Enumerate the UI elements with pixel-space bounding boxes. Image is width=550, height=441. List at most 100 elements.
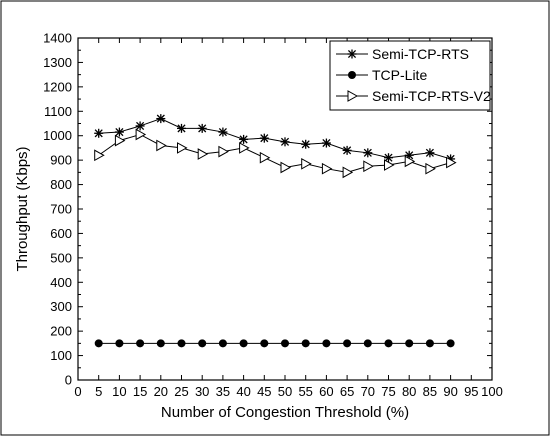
- y-tick-label: 1200: [43, 79, 72, 94]
- x-tick-label: 20: [154, 384, 168, 399]
- circle-marker: [156, 339, 165, 348]
- y-tick-label: 1000: [43, 128, 72, 143]
- legend-item: Semi-TCP-RTS: [336, 46, 469, 62]
- star-stroke: [198, 124, 207, 133]
- x-tick-label: 5: [95, 384, 102, 399]
- triangle-marker: [259, 151, 271, 164]
- x-tick-label: 65: [340, 384, 354, 399]
- star-stroke: [280, 137, 290, 146]
- circle-marker: [363, 339, 372, 348]
- x-tick-label: 40: [236, 384, 250, 399]
- x-tick-label: 35: [216, 384, 230, 399]
- star-stroke: [343, 146, 352, 155]
- star-stroke: [239, 135, 248, 144]
- star-marker: [156, 114, 166, 124]
- legend: Semi-TCP-RTS TCP-Lite Semi-TCP-RTS-V2: [329, 40, 491, 111]
- x-tick-label: 85: [423, 384, 437, 399]
- triangle-marker: [280, 161, 292, 174]
- x-tick-label: 25: [174, 384, 188, 399]
- y-tick-label: 1100: [44, 104, 72, 119]
- circle-marker: [301, 339, 310, 348]
- triangle-marker: [404, 155, 416, 168]
- star-stroke: [218, 127, 227, 137]
- y-tick-label: 300: [50, 299, 72, 314]
- circle-marker: [281, 339, 289, 348]
- star-marker: [114, 127, 124, 137]
- star-marker: [135, 121, 145, 131]
- x-tick-label: 95: [464, 384, 478, 399]
- x-tick-label: 75: [381, 384, 395, 399]
- circle-marker: [348, 71, 356, 79]
- star-stroke: [136, 121, 145, 131]
- x-axis-title: Number of Congestion Threshold (%): [161, 404, 409, 421]
- series-layer: [94, 114, 457, 348]
- triangle-marker: [94, 149, 105, 162]
- x-tick-label: 80: [402, 384, 416, 399]
- triangle-marker: [197, 148, 209, 160]
- circle-marker: [239, 339, 248, 348]
- triangle-marker: [239, 142, 250, 154]
- circle-marker: [177, 339, 186, 348]
- star-stroke: [94, 129, 103, 138]
- circle-marker: [136, 339, 145, 348]
- star-stroke: [177, 124, 186, 133]
- y-tick-label: 700: [50, 202, 72, 217]
- circle-marker: [115, 339, 124, 348]
- x-tick-label: 30: [195, 384, 209, 399]
- circle-marker: [198, 339, 207, 348]
- y-tick-label: 0: [65, 373, 72, 388]
- triangle-marker: [218, 145, 229, 158]
- star-marker: [94, 128, 104, 138]
- triangle-marker: [301, 157, 312, 170]
- triangle-marker: [156, 139, 167, 152]
- x-tick-label: 15: [133, 384, 147, 399]
- circle-marker: [322, 339, 331, 348]
- y-tick-label: 100: [50, 348, 72, 363]
- y-tick-label: 1300: [43, 55, 72, 70]
- triangle-marker: [446, 156, 457, 169]
- legend-item: TCP-Lite: [336, 67, 427, 83]
- x-tick-label: 10: [112, 384, 126, 399]
- star-marker: [342, 145, 352, 155]
- triangle-marker: [342, 166, 354, 179]
- series-1: [94, 339, 455, 348]
- triangle-marker: [347, 90, 359, 102]
- y-tick-label: 900: [50, 153, 72, 168]
- star-marker: [259, 133, 269, 143]
- legend-label: TCP-Lite: [372, 67, 427, 83]
- circle-marker: [384, 339, 393, 348]
- star-stroke: [322, 138, 331, 148]
- circle-marker: [260, 339, 269, 348]
- x-tick-label: 90: [443, 384, 457, 399]
- triangle-marker: [177, 142, 188, 154]
- y-tick-label: 400: [50, 275, 72, 290]
- y-tick-label: 500: [50, 250, 72, 265]
- triangle-marker: [114, 134, 126, 147]
- star-marker: [384, 153, 393, 163]
- x-tick-label: 60: [319, 384, 333, 399]
- circle-marker: [405, 339, 414, 348]
- star-stroke: [425, 148, 434, 157]
- star-marker: [363, 148, 373, 158]
- star-stroke: [301, 140, 310, 149]
- triangle-marker: [135, 128, 147, 141]
- triangle-marker: [321, 162, 333, 175]
- star-marker: [197, 123, 207, 133]
- triangle-marker: [384, 159, 395, 171]
- y-axis-title: Throughput (Kbps): [14, 146, 31, 271]
- star-stroke: [384, 153, 393, 162]
- star-marker: [239, 134, 249, 144]
- y-tick-label: 800: [50, 177, 72, 192]
- circle-marker: [425, 339, 434, 348]
- star-marker: [321, 138, 331, 148]
- star-stroke: [347, 49, 357, 59]
- y-tick-label: 200: [50, 324, 72, 339]
- series-2: [94, 128, 457, 179]
- star-marker: [347, 49, 357, 59]
- circle-marker: [446, 339, 455, 348]
- circle-marker: [343, 339, 352, 348]
- x-tick-label: 100: [481, 384, 503, 399]
- star-marker: [301, 139, 311, 149]
